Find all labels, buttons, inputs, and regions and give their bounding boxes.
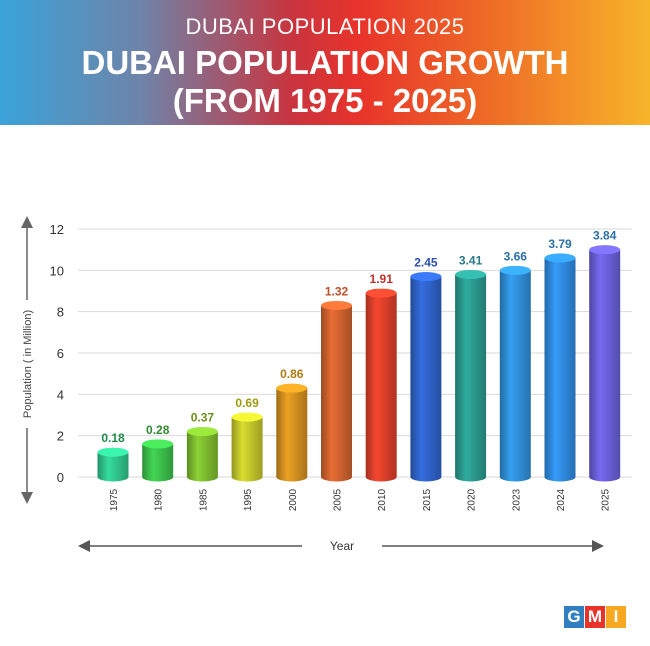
- y-axis-arrow-down-icon: [21, 492, 33, 504]
- y-label-backdrop: [18, 300, 36, 428]
- bar-top-cap: [186, 427, 218, 437]
- y-axis-label: Population ( in Million): [22, 310, 34, 418]
- x-tick-label: 2015: [422, 488, 433, 511]
- data-label: 3.41: [459, 253, 483, 267]
- chart-title: DUBAI POPULATION GROWTH (FROM 1975 - 202…: [0, 44, 650, 120]
- data-label: 3.79: [548, 237, 572, 251]
- bar: [142, 443, 174, 482]
- data-label: 1.32: [325, 284, 349, 298]
- x-axis-arrow-right-icon: [592, 540, 604, 552]
- bar: [499, 270, 531, 482]
- x-tick-label: 2025: [601, 488, 612, 511]
- bar-top-cap: [276, 383, 308, 393]
- y-tick-label: 6: [57, 346, 64, 361]
- x-axis-label: Year: [330, 539, 354, 553]
- y-tick-label: 0: [57, 470, 64, 485]
- bar: [365, 293, 397, 482]
- bar-top-cap: [365, 288, 397, 298]
- bar-top-cap: [410, 272, 442, 282]
- bar: [97, 452, 129, 482]
- data-label: 3.84: [593, 229, 617, 243]
- y-tick-label: 12: [50, 222, 64, 237]
- logo-letter-m: M: [585, 606, 605, 628]
- bar: [186, 431, 218, 482]
- data-label: 0.18: [101, 431, 125, 445]
- x-tick-label: 1980: [154, 488, 165, 511]
- data-label: 3.66: [504, 249, 528, 263]
- x-tick-label: 2005: [333, 488, 344, 511]
- x-tick-label: 2023: [511, 488, 522, 511]
- bar: [589, 249, 621, 482]
- bar-top-cap: [231, 412, 263, 422]
- bar: [276, 388, 308, 482]
- bar-top-cap: [544, 253, 576, 263]
- bar-top-cap: [589, 245, 621, 255]
- bar-top-cap: [321, 300, 352, 310]
- x-tick-label: 1985: [198, 488, 209, 511]
- bar: [544, 257, 576, 482]
- bar-top-cap: [97, 447, 129, 457]
- logo-letter-g: G: [564, 606, 584, 628]
- y-tick-label: 4: [57, 387, 64, 402]
- chart-title-line-1: DUBAI POPULATION GROWTH: [81, 44, 569, 81]
- bar-top-cap: [142, 439, 174, 449]
- data-label: 0.86: [280, 367, 304, 381]
- logo-letter-i: I: [606, 606, 626, 628]
- y-tick-label: 8: [57, 305, 64, 320]
- y-tick-label: 10: [50, 263, 64, 278]
- data-label: 0.37: [191, 411, 215, 425]
- data-label: 2.45: [414, 256, 438, 270]
- header-banner: DUBAI POPULATION 2025 DUBAI POPULATION G…: [0, 0, 650, 125]
- x-tick-label: 2010: [377, 488, 388, 511]
- data-label: 0.28: [146, 423, 170, 437]
- chart-title-line-2: (FROM 1975 - 2025): [172, 82, 478, 119]
- bar-top-cap: [499, 265, 531, 275]
- x-tick-label: 2020: [467, 488, 478, 511]
- gmi-logo: G M I: [564, 606, 627, 628]
- x-tick-label: 1975: [109, 488, 120, 511]
- bar: [231, 417, 263, 482]
- x-tick-label: 2024: [556, 488, 567, 511]
- x-axis-arrow-left-icon: [78, 540, 90, 552]
- x-tick-label: 1995: [243, 488, 254, 511]
- y-tick-label: 2: [57, 429, 64, 444]
- data-label: 0.69: [235, 396, 259, 410]
- bar-top-cap: [455, 269, 487, 279]
- bar: [455, 274, 487, 482]
- chart-subtitle: DUBAI POPULATION 2025: [185, 14, 465, 39]
- bar: [321, 305, 352, 482]
- bar: [410, 276, 442, 482]
- y-axis-arrow-up-icon: [21, 216, 33, 228]
- data-label: 1.91: [370, 272, 394, 286]
- x-tick-label: 2000: [288, 488, 299, 511]
